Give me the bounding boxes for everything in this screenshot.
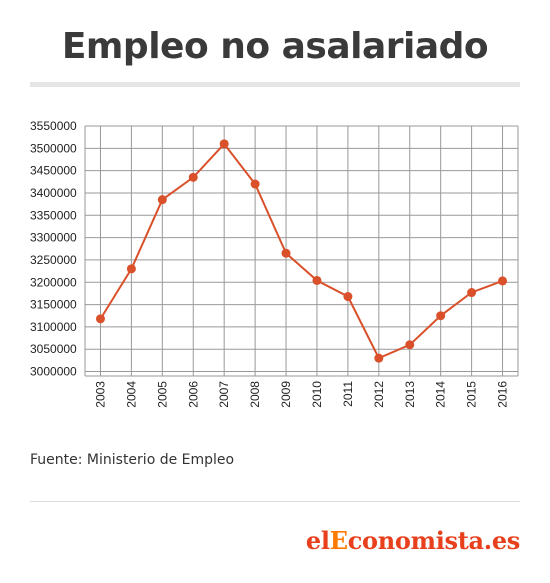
x-tick-label: 2009 bbox=[279, 381, 293, 408]
y-tick-label: 3150000 bbox=[30, 298, 77, 312]
x-tick-label: 2003 bbox=[93, 381, 107, 408]
y-tick-label: 3450000 bbox=[30, 164, 77, 178]
title-divider bbox=[30, 82, 520, 87]
data-point bbox=[343, 292, 353, 302]
y-tick-label: 3050000 bbox=[30, 342, 77, 356]
brand-logo: elEconomista.es bbox=[305, 526, 520, 555]
data-point bbox=[467, 288, 477, 298]
x-tick-label: 2004 bbox=[124, 381, 138, 408]
x-tick-label: 2005 bbox=[155, 381, 169, 408]
chart-title: Empleo no asalariado bbox=[61, 26, 489, 67]
x-tick-label: 2016 bbox=[496, 381, 510, 408]
x-tick-label: 2015 bbox=[465, 381, 479, 408]
y-tick-label: 3350000 bbox=[30, 208, 77, 222]
data-point bbox=[405, 340, 415, 350]
x-tick-label: 2011 bbox=[341, 381, 355, 407]
x-tick-label: 2010 bbox=[310, 381, 324, 408]
data-point bbox=[498, 276, 508, 286]
data-point bbox=[312, 275, 322, 285]
data-point bbox=[188, 172, 198, 182]
y-tick-label: 3200000 bbox=[30, 275, 77, 289]
source-note: Fuente: Ministerio de Empleo bbox=[30, 452, 235, 468]
footer-divider bbox=[30, 501, 520, 502]
x-tick-label: 2007 bbox=[217, 381, 231, 408]
y-tick-label: 3400000 bbox=[30, 186, 77, 200]
x-tick-label: 2013 bbox=[403, 381, 417, 408]
x-tick-label: 2014 bbox=[434, 381, 448, 408]
x-axis-tick-labels: 2003 2004 2005 2006 2007 2008 2009 2010 2011 2012… bbox=[93, 381, 509, 408]
series-line bbox=[99, 142, 503, 360]
x-tick-label: 2012 bbox=[372, 381, 386, 408]
data-point bbox=[219, 139, 229, 149]
y-tick-label: 3300000 bbox=[30, 231, 77, 245]
y-tick-label: 3550000 bbox=[30, 119, 77, 133]
data-point bbox=[374, 353, 384, 363]
y-tick-label: 3000000 bbox=[30, 365, 77, 379]
data-point bbox=[250, 179, 260, 189]
y-tick-label: 3250000 bbox=[30, 253, 77, 267]
data-point bbox=[95, 314, 105, 324]
data-point bbox=[157, 195, 167, 205]
data-point bbox=[436, 311, 446, 321]
series-points bbox=[95, 139, 508, 363]
y-tick-label: 3100000 bbox=[30, 320, 77, 334]
data-point bbox=[281, 248, 291, 258]
chart-grid bbox=[84, 125, 519, 377]
x-tick-label: 2008 bbox=[248, 381, 262, 408]
y-axis-tick-labels: 3000000 3050000 3100000 3150000 3200000 32500… bbox=[30, 119, 77, 379]
x-tick-label: 2006 bbox=[186, 381, 200, 408]
data-point bbox=[126, 264, 136, 274]
y-tick-label: 3500000 bbox=[30, 141, 77, 155]
